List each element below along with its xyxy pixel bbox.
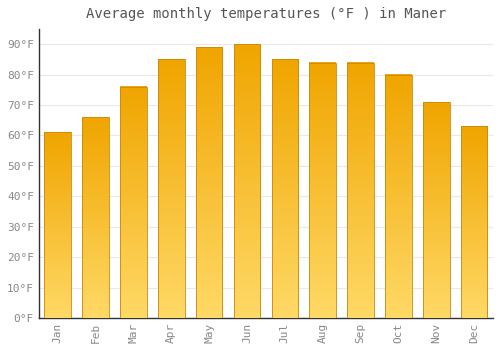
Bar — [158, 60, 184, 318]
Bar — [234, 44, 260, 318]
Bar — [196, 47, 222, 318]
Bar — [120, 87, 146, 318]
Bar — [423, 102, 450, 318]
Bar — [272, 60, 298, 318]
Title: Average monthly temperatures (°F ) in Maner: Average monthly temperatures (°F ) in Ma… — [86, 7, 446, 21]
Bar — [461, 126, 487, 318]
Bar — [44, 132, 71, 318]
Bar — [310, 63, 336, 318]
Bar — [385, 75, 411, 318]
Bar — [348, 63, 374, 318]
Bar — [82, 117, 109, 318]
